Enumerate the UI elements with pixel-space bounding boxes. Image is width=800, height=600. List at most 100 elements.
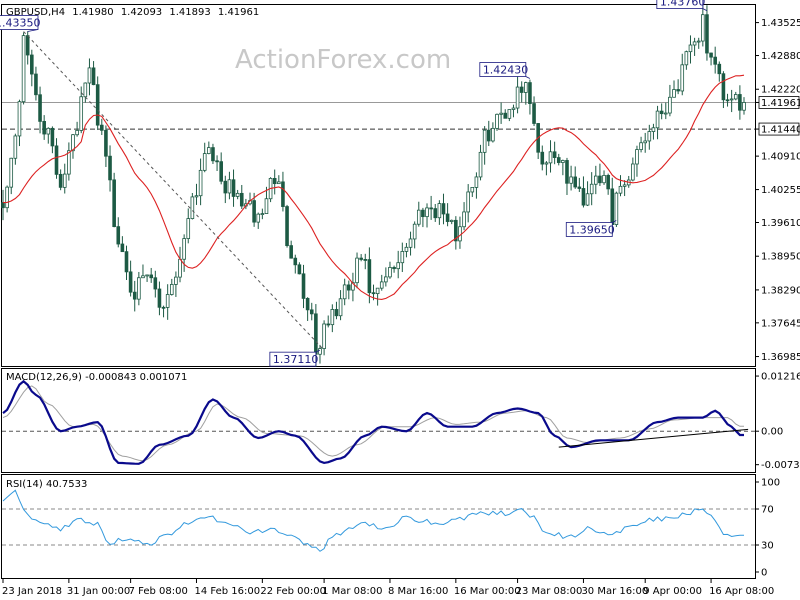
macd-panel <box>1 368 756 473</box>
candle-body <box>449 219 454 222</box>
candle-body <box>239 192 244 207</box>
candle-body <box>338 298 343 317</box>
candle-body <box>355 257 359 284</box>
candle-body <box>132 291 137 300</box>
candle-body <box>635 149 639 165</box>
candle-body <box>466 191 470 213</box>
candle-body <box>573 176 578 188</box>
candle-body <box>79 96 84 131</box>
candle-body <box>577 186 582 189</box>
candle-body <box>46 127 51 135</box>
candle-body <box>709 52 713 58</box>
candle-body <box>499 112 503 115</box>
rsi-tick-label: 100 <box>761 478 780 489</box>
candle-body <box>478 151 483 178</box>
x-tick-label: 31 Jan 00:00 <box>67 586 130 597</box>
price-tick-label: 1.40910 <box>761 152 800 163</box>
candle-body <box>556 157 561 163</box>
candle-body <box>120 243 125 253</box>
candle-body <box>561 160 565 163</box>
candle-body <box>137 277 141 300</box>
macd-tick-label: 0.00 <box>761 427 783 438</box>
price-panel <box>1 4 756 367</box>
x-tick-label: 8 Mar 16:00 <box>388 586 448 597</box>
price-tick-label: 1.36985 <box>761 352 800 363</box>
candle-body <box>486 129 491 142</box>
candle-body <box>277 181 281 185</box>
rsi-line <box>2 489 744 552</box>
candle-body <box>515 86 520 109</box>
candle-body <box>676 89 680 92</box>
candle-body <box>38 94 42 122</box>
candle-body <box>219 161 223 182</box>
candle-body <box>408 238 413 248</box>
candle-body <box>174 276 178 285</box>
price-annotation: 1.37110 <box>269 349 321 367</box>
annotation-label: 1.43350 <box>0 17 41 30</box>
candle-body <box>548 151 553 164</box>
price-tick-label: 1.41961 <box>761 98 800 109</box>
rsi-tick-label: 0 <box>761 568 767 579</box>
candle-body <box>157 288 162 308</box>
candle-body <box>309 309 314 315</box>
candle-body <box>622 184 627 187</box>
annotation-label: 1.37110 <box>273 353 319 366</box>
candle-body <box>589 183 594 195</box>
candle-body <box>198 169 203 197</box>
candle-body <box>50 127 55 147</box>
candle-body <box>293 257 298 266</box>
candle-body <box>404 246 409 252</box>
rsi-tick-label: 30 <box>761 541 774 552</box>
candle-body <box>569 176 573 184</box>
candle-body <box>161 306 166 309</box>
candle-body <box>58 173 63 188</box>
candle-body <box>458 226 462 242</box>
candle-body <box>491 127 495 142</box>
candle-body <box>602 175 606 184</box>
annotation-connector <box>315 349 321 353</box>
candle-body <box>614 192 619 225</box>
candle-body <box>227 179 232 194</box>
moving-average-line <box>2 74 745 300</box>
rsi-series <box>2 489 755 552</box>
candle-body <box>223 180 228 194</box>
candle-body <box>655 110 660 129</box>
price-tick-label: 1.39610 <box>761 218 800 229</box>
candle-body <box>207 147 211 154</box>
candle-body <box>363 259 368 261</box>
candle-body <box>713 56 717 65</box>
candle-body <box>186 218 191 239</box>
candle-body <box>359 257 363 260</box>
candle-body <box>95 84 100 126</box>
candle-body <box>190 196 195 219</box>
candle-body <box>34 73 38 96</box>
open-value: 1.41980 <box>72 7 113 18</box>
candle-body <box>231 179 236 197</box>
candle-body <box>54 145 59 175</box>
candle-body <box>165 294 170 308</box>
candle-body <box>281 181 285 207</box>
annotation-label: 1.39650 <box>569 223 615 236</box>
annotation-label: 1.43760 <box>660 0 706 9</box>
candle-body <box>598 175 602 184</box>
candle-body <box>330 309 335 326</box>
axes: 1.43525 1.42880 1.42220 1.41961 1.41440 1.409… <box>2 18 800 597</box>
candle-body <box>182 238 186 260</box>
macd-label: MACD(12,26,9) -0.000843 0.001071 <box>6 372 187 383</box>
candle-body <box>211 147 215 162</box>
candle-body <box>116 226 121 245</box>
annotation-box <box>269 351 317 367</box>
candle-body <box>659 110 664 115</box>
candle-body <box>742 102 746 111</box>
candle-body <box>305 297 310 311</box>
candle-body <box>503 112 508 119</box>
candle-body <box>194 195 199 198</box>
watermark: ActionForex.com <box>235 45 451 75</box>
candle-body <box>540 151 545 165</box>
candle-body <box>326 323 331 326</box>
candle-body <box>342 284 347 300</box>
candle-body <box>482 129 487 153</box>
candle-body <box>371 292 376 295</box>
candle-body <box>696 40 701 43</box>
